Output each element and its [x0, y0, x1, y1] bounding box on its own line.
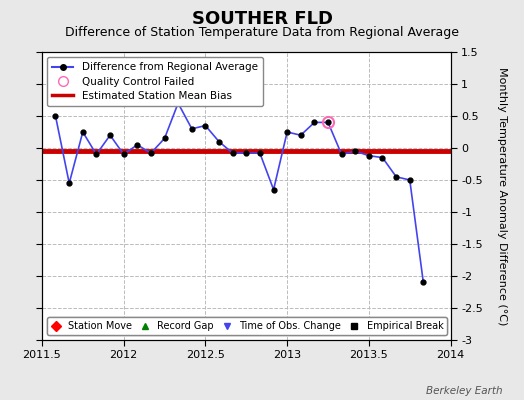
Difference from Regional Average	[161, 136, 168, 141]
Difference from Regional Average	[270, 187, 277, 192]
Difference from Regional Average	[216, 139, 222, 144]
Difference from Regional Average	[52, 114, 59, 118]
Difference from Regional Average	[121, 152, 127, 157]
Legend: Station Move, Record Gap, Time of Obs. Change, Empirical Break: Station Move, Record Gap, Time of Obs. C…	[47, 317, 447, 335]
Difference from Regional Average	[93, 152, 100, 157]
Difference from Regional Average	[175, 101, 181, 106]
Difference from Regional Average	[148, 151, 154, 156]
Difference from Regional Average	[379, 155, 386, 160]
Difference from Regional Average	[189, 126, 195, 131]
Difference from Regional Average	[366, 153, 372, 158]
Difference from Regional Average	[284, 130, 290, 134]
Difference from Regional Average	[230, 151, 236, 156]
Y-axis label: Monthly Temperature Anomaly Difference (°C): Monthly Temperature Anomaly Difference (…	[497, 67, 507, 325]
Line: Difference from Regional Average: Difference from Regional Average	[53, 101, 426, 285]
Difference from Regional Average	[393, 174, 399, 179]
Text: SOUTHER FLD: SOUTHER FLD	[191, 10, 333, 28]
Difference from Regional Average	[80, 130, 86, 134]
Text: Berkeley Earth: Berkeley Earth	[427, 386, 503, 396]
Difference from Regional Average	[107, 133, 113, 138]
Difference from Regional Average	[202, 123, 209, 128]
Difference from Regional Average	[352, 149, 358, 154]
Difference from Regional Average	[243, 151, 249, 156]
Difference from Regional Average	[339, 152, 345, 157]
Difference from Regional Average	[257, 151, 263, 156]
Difference from Regional Average	[311, 120, 318, 125]
Difference from Regional Average	[298, 133, 304, 138]
Text: Difference of Station Temperature Data from Regional Average: Difference of Station Temperature Data f…	[65, 26, 459, 39]
Difference from Regional Average	[66, 181, 72, 186]
Difference from Regional Average	[420, 280, 427, 285]
Difference from Regional Average	[325, 120, 331, 125]
Difference from Regional Average	[134, 142, 140, 147]
Difference from Regional Average	[407, 178, 413, 182]
